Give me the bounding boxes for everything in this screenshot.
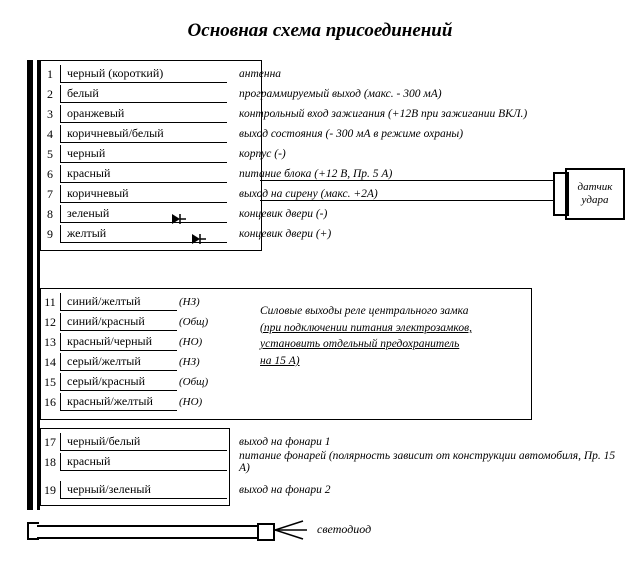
wire-color: черный/зеленый: [61, 482, 227, 499]
wire-color: черный (короткий): [61, 66, 227, 83]
pin-number: 14: [40, 353, 61, 371]
pin-number: 19: [40, 481, 61, 499]
wire-desc: концевик двери (+): [227, 228, 625, 240]
led-rays-icon: [275, 519, 315, 541]
diode-icon: [170, 213, 184, 223]
wiring-diagram: датчик удара 1 черный (короткий) антенна…: [15, 60, 625, 560]
table-row: 4 коричневый/белый выход состояния (- 30…: [40, 124, 625, 144]
table-row: 1 черный (короткий) антенна: [40, 64, 625, 84]
wire-color: красный/желтый: [61, 394, 177, 411]
wire-color: черный: [61, 146, 227, 163]
pin-number: 17: [40, 433, 61, 451]
wire-color: зеленый: [61, 206, 227, 223]
wire-color: белый: [61, 86, 227, 103]
g2-l3: установить отдельный предохранитель: [260, 336, 520, 353]
table-row: 18 красный питание фонарей (полярность з…: [40, 452, 625, 472]
contact-tag: (НЗ): [177, 296, 217, 308]
pin-number: 9: [40, 225, 61, 243]
wire-desc: программируемый выход (макс. - 300 мА): [227, 88, 625, 100]
wire-desc: концевик двери (-): [227, 208, 625, 220]
pin-number: 2: [40, 85, 61, 103]
g2-l1: Силовые выходы реле центрального замка: [260, 303, 520, 320]
contact-tag: (Общ): [177, 376, 217, 388]
wire-desc: выход на фонари 2: [227, 484, 625, 496]
pin-number: 5: [40, 145, 61, 163]
pin-number: 1: [40, 65, 61, 83]
wire-desc: выход на сирену (макс. +2А): [227, 188, 625, 200]
contact-tag: (НО): [177, 396, 217, 408]
pin-number: 4: [40, 125, 61, 143]
table-row: 8 зеленый концевик двери (-): [40, 204, 625, 224]
table-row: 6 красный питание блока (+12 В, Пр. 5 А): [40, 164, 625, 184]
table-row: 16 красный/желтый (НО): [40, 392, 625, 412]
pin-number: 6: [40, 165, 61, 183]
page-title: Основная схема присоединений: [15, 20, 625, 42]
pin-number: 8: [40, 205, 61, 223]
pin-number: 15: [40, 373, 61, 391]
table-row: 2 белый программируемый выход (макс. - 3…: [40, 84, 625, 104]
table-row: 5 черный корпус (-): [40, 144, 625, 164]
wire-color: красный: [61, 454, 227, 471]
led-cable: [27, 520, 277, 538]
pin-number: 16: [40, 393, 61, 411]
pin-number: 7: [40, 185, 61, 203]
wire-desc: выход состояния (- 300 мА в режиме охран…: [227, 128, 625, 140]
wire-color: серый/желтый: [61, 354, 177, 371]
connector-bar: [27, 60, 33, 510]
table-row: 3 оранжевый контрольный вход зажигания (…: [40, 104, 625, 124]
group2-description: Силовые выходы реле центрального замка (…: [260, 303, 520, 370]
table-row: 19 черный/зеленый выход на фонари 2: [40, 480, 625, 500]
led-body: [37, 525, 257, 539]
pin-number: 11: [40, 293, 61, 311]
led-tip: [257, 523, 275, 541]
wire-desc: контрольный вход зажигания (+12В при заж…: [227, 108, 625, 120]
table-row: 7 коричневый выход на сирену (макс. +2А): [40, 184, 625, 204]
pin-number: 13: [40, 333, 61, 351]
g2-l4: на 15 А): [260, 353, 520, 370]
table-row: 15 серый/красный (Общ): [40, 372, 625, 392]
contact-tag: (НО): [177, 336, 217, 348]
wire-color: серый/красный: [61, 374, 177, 391]
g2-l2: (при подключении питания электрозамков,: [260, 320, 520, 337]
contact-tag: (Общ): [177, 316, 217, 328]
wire-desc: питание блока (+12 В, Пр. 5 А): [227, 168, 625, 180]
wire-color: оранжевый: [61, 106, 227, 123]
wire-desc: выход на фонари 1: [227, 436, 625, 448]
wire-color: красный/черный: [61, 334, 177, 351]
pin-number: 12: [40, 313, 61, 331]
wire-desc: питание фонарей (полярность зависит от к…: [227, 450, 625, 474]
wire-color: коричневый: [61, 186, 227, 203]
wire-color: синий/красный: [61, 314, 177, 331]
wire-color: коричневый/белый: [61, 126, 227, 143]
contact-tag: (НЗ): [177, 356, 217, 368]
wire-color: синий/желтый: [61, 294, 177, 311]
pin-number: 3: [40, 105, 61, 123]
wire-desc: антенна: [227, 68, 625, 80]
table-row: 9 желтый концевик двери (+): [40, 224, 625, 244]
pin-number: 18: [40, 453, 61, 471]
table-row: 17 черный/белый выход на фонари 1: [40, 432, 625, 452]
wire-color: красный: [61, 166, 227, 183]
diode-icon: [190, 233, 204, 243]
wire-color: черный/белый: [61, 434, 227, 451]
led-label: светодиод: [317, 522, 371, 537]
wire-desc: корпус (-): [227, 148, 625, 160]
